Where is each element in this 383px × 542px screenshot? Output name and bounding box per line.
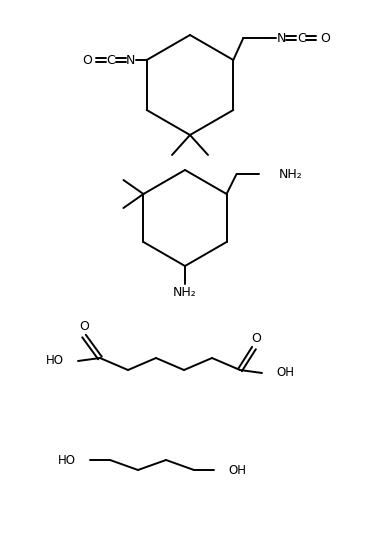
Text: C: C: [297, 31, 306, 44]
Text: N: N: [126, 54, 135, 67]
Text: OH: OH: [228, 463, 246, 476]
Text: O: O: [251, 332, 261, 345]
Text: HO: HO: [58, 454, 76, 467]
Text: C: C: [106, 54, 115, 67]
Text: O: O: [82, 54, 92, 67]
Text: O: O: [320, 31, 330, 44]
Text: O: O: [79, 320, 89, 333]
Text: OH: OH: [276, 366, 294, 379]
Text: N: N: [277, 31, 286, 44]
Text: HO: HO: [46, 354, 64, 367]
Text: NH₂: NH₂: [173, 287, 197, 300]
Text: NH₂: NH₂: [278, 167, 302, 180]
